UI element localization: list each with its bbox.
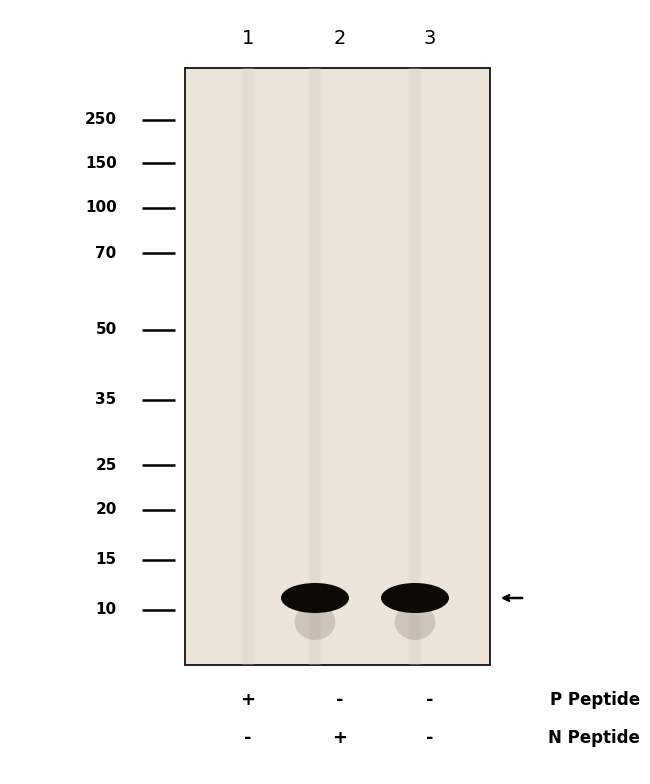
Text: 150: 150 — [85, 155, 117, 170]
Text: 35: 35 — [96, 393, 117, 408]
Text: 3: 3 — [424, 28, 436, 48]
Text: P Peptide: P Peptide — [550, 691, 640, 709]
Text: 25: 25 — [96, 458, 117, 473]
Text: 2: 2 — [334, 28, 346, 48]
Text: -: - — [426, 691, 434, 709]
Text: 15: 15 — [96, 553, 117, 568]
Text: 10: 10 — [96, 602, 117, 618]
Ellipse shape — [281, 583, 349, 613]
Ellipse shape — [381, 583, 449, 613]
Text: +: + — [333, 729, 348, 747]
Ellipse shape — [395, 604, 436, 640]
Text: 70: 70 — [96, 245, 117, 260]
Ellipse shape — [294, 604, 335, 640]
Text: N Peptide: N Peptide — [548, 729, 640, 747]
Text: -: - — [336, 691, 344, 709]
Bar — [185, 68, 490, 665]
Text: -: - — [426, 729, 434, 747]
Text: -: - — [244, 729, 252, 747]
Text: +: + — [240, 691, 255, 709]
Text: 100: 100 — [85, 201, 117, 216]
Text: 250: 250 — [84, 112, 117, 128]
Text: 50: 50 — [96, 322, 117, 337]
Text: 1: 1 — [242, 28, 254, 48]
Text: 20: 20 — [96, 503, 117, 517]
